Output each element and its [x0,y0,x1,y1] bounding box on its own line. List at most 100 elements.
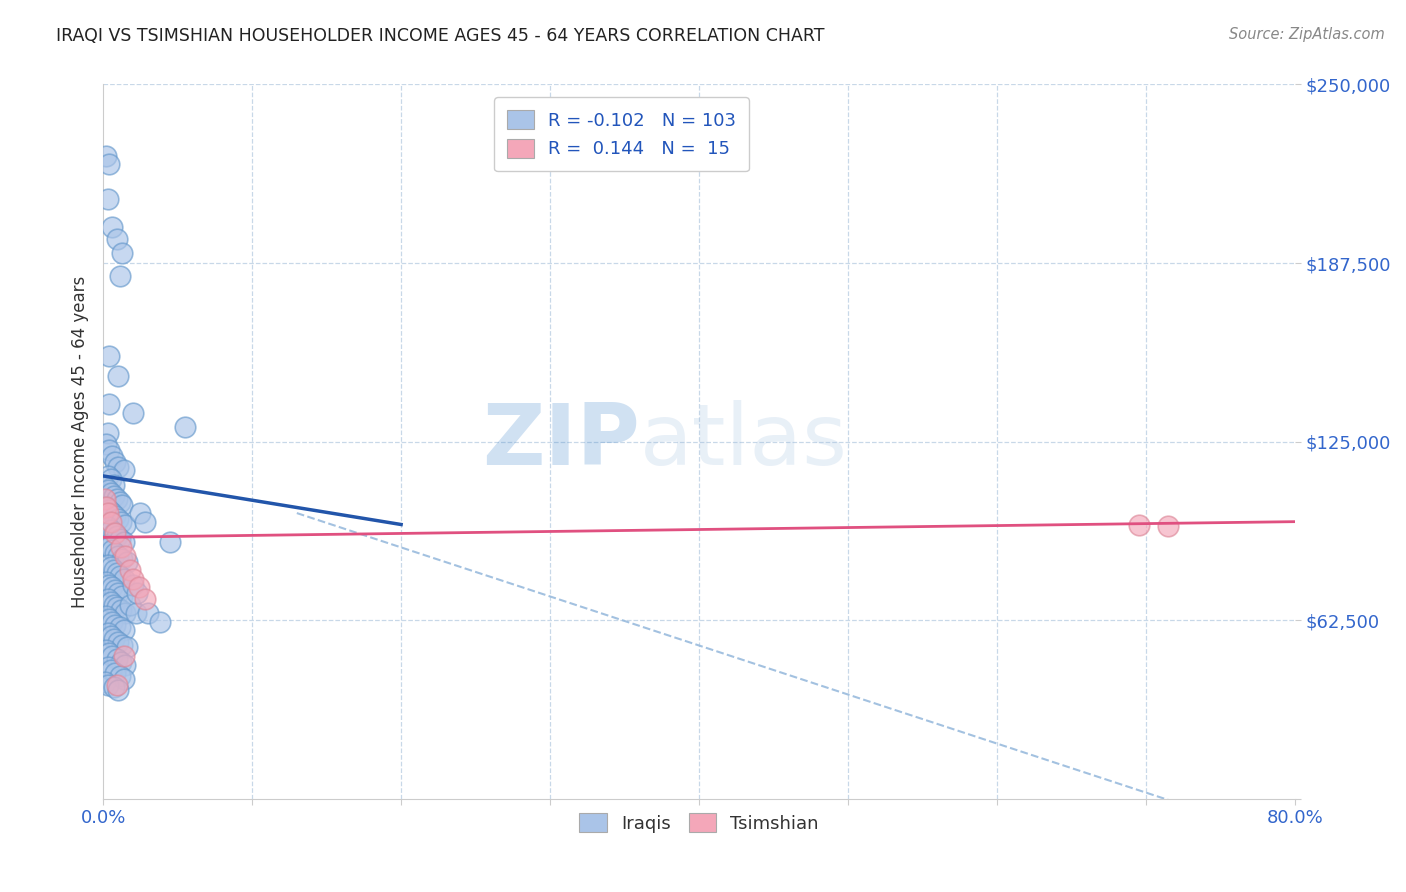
Point [108,494,131,508]
Point [134,515,156,529]
Point [100,523,122,537]
Point [111,498,134,512]
Point [100,595,122,609]
Point [111,551,134,566]
Point [94,609,117,624]
Point [129,506,152,520]
Point [125,606,148,620]
Point [122,572,145,586]
Point [110,655,132,669]
Point [114,549,136,563]
Point [98,397,121,411]
Point [97,677,120,691]
Point [97,192,120,206]
Point [103,632,125,646]
Point [112,463,135,477]
Point [122,406,145,420]
Point [98,646,121,660]
Point [118,563,141,577]
Point [101,543,124,558]
Point [94,574,117,589]
Point [93,674,115,689]
Point [174,420,197,434]
Point [94,500,117,515]
Point [94,437,117,451]
Point [107,368,129,383]
Point [111,589,134,603]
Point [110,603,132,617]
Point [93,491,115,506]
Point [118,598,141,612]
Text: Source: ZipAtlas.com: Source: ZipAtlas.com [1229,27,1385,42]
Point [101,220,124,235]
Point [103,681,125,695]
Point [98,443,121,458]
Point [97,425,120,440]
Point [98,349,121,363]
Point [107,634,129,648]
Point [101,615,124,629]
Point [100,629,122,643]
Point [112,534,135,549]
Point [112,572,135,586]
Point [108,569,131,583]
Point [104,526,127,541]
Point [107,512,129,526]
Point [107,549,129,563]
Point [136,606,159,620]
Point [94,643,117,657]
Point [98,612,121,626]
Point [108,669,131,683]
Point [100,472,122,486]
Point [98,541,121,555]
Point [94,149,117,163]
Point [115,640,138,655]
Point [105,529,128,543]
Point [111,246,134,260]
Point [128,580,150,594]
Point [94,500,117,515]
Text: IRAQI VS TSIMSHIAN HOUSEHOLDER INCOME AGES 45 - 64 YEARS CORRELATION CHART: IRAQI VS TSIMSHIAN HOUSEHOLDER INCOME AG… [56,27,825,45]
Point [100,663,122,677]
Point [97,558,120,572]
Point [104,666,127,681]
Point [108,532,131,546]
Point [111,638,134,652]
Point [107,460,129,475]
Point [114,517,136,532]
Point [97,520,120,534]
Point [100,515,122,529]
Point [101,648,124,663]
Point [107,683,129,698]
Point [101,449,124,463]
Point [103,526,125,541]
Point [104,617,127,632]
Point [107,586,129,600]
Point [159,534,181,549]
Point [103,489,125,503]
Point [110,515,132,529]
Point [134,591,156,606]
Point [1128,517,1150,532]
Point [101,506,124,520]
Point [98,577,121,591]
Point [98,503,121,517]
Point [98,157,121,171]
Point [103,598,125,612]
Point [103,563,125,577]
Point [108,620,131,634]
Point [97,483,120,498]
Point [97,660,120,674]
Point [103,477,125,491]
Point [93,480,115,494]
Point [112,624,135,638]
Point [105,491,128,506]
Point [105,652,128,666]
Point [97,469,120,483]
Point [105,566,128,580]
Point [94,537,117,551]
Point [114,606,136,620]
Point [105,600,128,615]
Y-axis label: Householder Income Ages 45 - 64 years: Householder Income Ages 45 - 64 years [72,276,89,607]
Point [97,506,120,520]
